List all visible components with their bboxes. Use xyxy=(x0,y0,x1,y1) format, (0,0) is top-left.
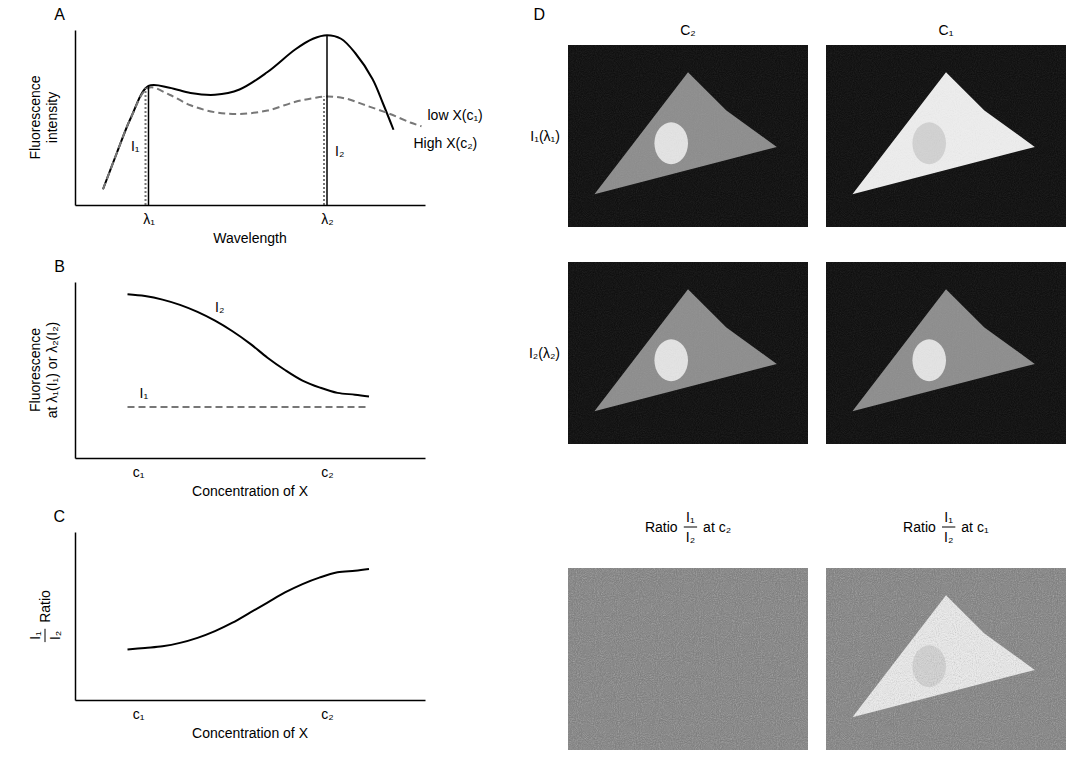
series-label: High X(c₂) xyxy=(414,135,478,151)
x-axis-line xyxy=(76,458,426,460)
plot-area xyxy=(128,569,370,650)
x-axis: λ₁ λ₂ xyxy=(76,205,426,227)
fraction-label: Ratio I₁ I₂ at c₂ xyxy=(645,509,731,545)
y-axis-title: I₁ I₂ Ratio xyxy=(27,590,63,642)
column-title: C₂ xyxy=(680,22,696,38)
row-label: I₁(λ₁) xyxy=(530,128,560,144)
image-noise xyxy=(826,568,1066,750)
y-axis xyxy=(75,31,76,206)
y-axis-line xyxy=(75,31,77,206)
image-background xyxy=(568,568,808,750)
series-line xyxy=(128,406,370,408)
x-tick-label: c₂ xyxy=(321,464,333,480)
readout-label: I₁ xyxy=(131,138,140,154)
y-axis xyxy=(75,533,76,701)
x-axis-title: Concentration of X xyxy=(192,725,309,741)
fraction-label: I₁ I₂ Ratio xyxy=(27,590,63,642)
row-label: I₂(λ₂) xyxy=(529,345,560,361)
cell-image xyxy=(568,262,808,444)
cell-image xyxy=(568,45,808,227)
x-axis-line xyxy=(76,205,426,207)
x-axis: c₁ c₂ xyxy=(76,700,426,722)
cell-image xyxy=(826,568,1066,750)
x-tick-label: c₁ xyxy=(133,706,145,722)
fraction-numerator: I₁ xyxy=(27,631,43,640)
image-noise xyxy=(826,262,1066,444)
cell-image xyxy=(568,568,808,750)
label-text: Ratio xyxy=(903,519,936,535)
y-axis-line xyxy=(75,533,77,701)
x-tick-label: λ₁ xyxy=(143,211,155,227)
y-axis xyxy=(75,283,76,459)
image-background xyxy=(568,262,808,444)
plot-area xyxy=(128,294,370,407)
series-label: low X(c₁) xyxy=(428,107,483,123)
x-tick-label: c₂ xyxy=(321,706,333,722)
panel-letter: C xyxy=(53,508,65,525)
x-tick: c₂ xyxy=(321,458,333,480)
series-line xyxy=(128,569,370,650)
column-title: C₁ xyxy=(939,22,954,38)
y-axis-line xyxy=(75,283,77,459)
image-background xyxy=(568,45,808,227)
fraction-numerator: I₁ xyxy=(686,509,695,525)
panel-letter: A xyxy=(54,6,65,23)
label-text: at c₂ xyxy=(703,519,731,535)
x-axis-line xyxy=(76,700,426,702)
readout-line xyxy=(323,97,325,206)
image-panel: D C₂ C₁ I₁(λ₁) I₂(λ₂) Ratio I₁ I₂ at c₂ Ratio I₁ I₂… xyxy=(529,6,1066,750)
label-text: Ratio xyxy=(645,519,678,535)
image-background xyxy=(826,45,1066,227)
series-label: I₂ xyxy=(215,299,224,315)
fraction-numerator: I₁ xyxy=(944,509,953,525)
fraction-denominator: I₂ xyxy=(686,529,695,545)
x-axis-title: Wavelength xyxy=(213,230,286,246)
x-tick: c₂ xyxy=(321,700,333,722)
panel-letter: D xyxy=(533,6,545,23)
fraction-bar xyxy=(942,527,955,528)
label-text: Ratio xyxy=(37,590,53,623)
chart-panel: c₁ c₂ Concentration of X I₁ I₂ Ratio C xyxy=(27,508,426,741)
x-tick: λ₁ xyxy=(143,205,155,227)
series-line xyxy=(128,294,370,396)
y-axis-title: Fluorescenceat λ₁(I₁) or λ₂(I₂) xyxy=(27,322,60,419)
y-axis-title: Fluorescenceintensity xyxy=(27,75,60,159)
fraction-label: Ratio I₁ I₂ at c₁ xyxy=(903,509,989,545)
readout-line xyxy=(148,86,150,205)
fraction-bar xyxy=(45,629,46,642)
readout-label: I₂ xyxy=(335,143,344,159)
cell-image xyxy=(826,45,1066,227)
series-line xyxy=(103,87,422,189)
plot-area xyxy=(103,35,422,205)
series-line xyxy=(103,35,394,189)
image-background xyxy=(826,262,1066,444)
fraction-denominator: I₂ xyxy=(944,529,953,545)
image-background xyxy=(826,568,1066,750)
x-tick: c₁ xyxy=(133,700,145,722)
image-noise xyxy=(568,262,808,444)
figure: I₁ I₂ low X(c₁) High X(c₂) λ₁ λ₂ Wavelength Flu… xyxy=(0,0,1075,757)
readout-line xyxy=(326,35,328,205)
chart-panel: I₂ I₁ c₁ c₂ Concentration of X Fluorescenceat… xyxy=(27,258,426,499)
label-text: at c₁ xyxy=(961,519,989,535)
x-tick-label: λ₂ xyxy=(321,211,333,227)
x-tick-label: c₁ xyxy=(133,464,145,480)
x-axis: c₁ c₂ xyxy=(76,458,426,480)
readout-line xyxy=(145,88,147,205)
x-tick: c₁ xyxy=(133,458,145,480)
x-tick: λ₂ xyxy=(321,205,333,227)
cell-image xyxy=(826,262,1066,444)
series-label: I₁ xyxy=(140,385,149,401)
x-axis-title: Concentration of X xyxy=(192,483,309,499)
fraction-bar xyxy=(684,527,697,528)
chart-panel: I₁ I₂ low X(c₁) High X(c₂) λ₁ λ₂ Wavelength Flu… xyxy=(27,6,483,246)
image-noise xyxy=(826,45,1066,227)
fraction-denominator: I₂ xyxy=(47,631,63,640)
image-noise xyxy=(568,45,808,227)
panel-letter: B xyxy=(54,258,65,275)
figure-container: I₁ I₂ low X(c₁) High X(c₂) λ₁ λ₂ Wavelength Flu… xyxy=(0,0,1075,757)
image-noise xyxy=(568,568,808,750)
